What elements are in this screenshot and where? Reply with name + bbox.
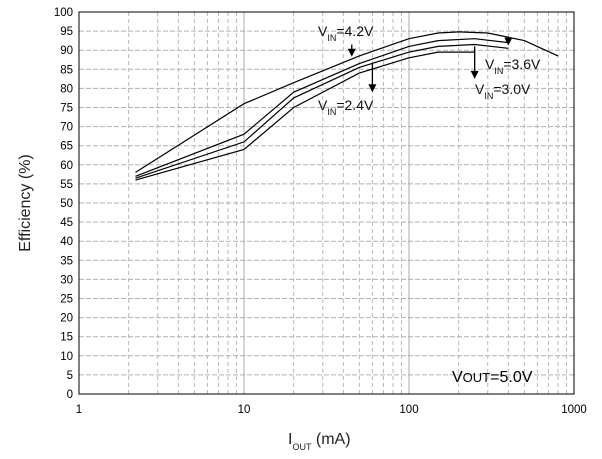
y-tick-label: 60 <box>60 160 73 172</box>
y-tick-label: 95 <box>60 26 73 38</box>
y-tick-label: 70 <box>60 122 73 134</box>
series-line-3 <box>135 51 475 181</box>
x-tick-label: 100 <box>399 404 418 416</box>
x-axis-title: IOUT (mA) <box>288 431 351 452</box>
y-tick-label: 5 <box>67 370 73 382</box>
y-tick-label: 75 <box>60 103 73 115</box>
y-tick-label: 40 <box>60 236 73 248</box>
series-line-1 <box>135 38 509 177</box>
plot-frame <box>78 11 575 395</box>
annotation-vin-3.0v: VIN=3.0V <box>475 81 531 101</box>
y-tick-label: 85 <box>60 64 73 76</box>
y-tick-label: 65 <box>60 141 73 153</box>
y-tick-label: 30 <box>60 274 73 286</box>
y-axis-title: Efficiency (%) <box>17 154 34 252</box>
series-layer <box>135 31 559 181</box>
y-tick-label: 80 <box>60 83 73 95</box>
y-tick-label: 35 <box>60 255 73 267</box>
y-tick-label: 100 <box>54 7 73 19</box>
annotation-arrows <box>347 36 513 93</box>
annotation-vin-4.2v: VIN=4.2V <box>318 23 374 43</box>
x-tick-labels: 1 10 100 1000 <box>76 404 587 416</box>
y-tick-label: 90 <box>60 45 73 57</box>
y-tick-label: 15 <box>60 332 73 344</box>
y-tick-label: 25 <box>60 294 73 306</box>
y-tick-label: 0 <box>67 389 73 401</box>
arrow-vin-3.0v-head <box>470 70 479 79</box>
arrow-vin-2.4v-head <box>368 84 377 93</box>
vout-label: VOUT=5.0V <box>452 369 533 386</box>
x-tick-label: 10 <box>238 404 251 416</box>
y-tick-label: 50 <box>60 198 73 210</box>
annotation-vin-2.4v: VIN=2.4V <box>318 97 374 117</box>
y-tick-label: 10 <box>60 351 73 363</box>
y-tick-label: 45 <box>60 217 73 229</box>
x-tick-label: 1 <box>76 404 82 416</box>
series-line-2 <box>135 43 509 179</box>
arrow-vin-3.6v-head <box>504 37 513 46</box>
y-tick-label: 20 <box>60 313 73 325</box>
annotation-vin-3.6v: VIN=3.6V <box>485 56 541 76</box>
x-tick-label: 1000 <box>561 404 587 416</box>
series-line-0 <box>135 31 559 173</box>
y-tick-labels: 0 5 10 15 20 25 30 35 40 45 50 55 60 65 70 75 80 85 90 95 10… <box>54 7 73 401</box>
y-tick-label: 55 <box>60 179 73 191</box>
arrow-vin-4.2v-head <box>347 48 356 57</box>
